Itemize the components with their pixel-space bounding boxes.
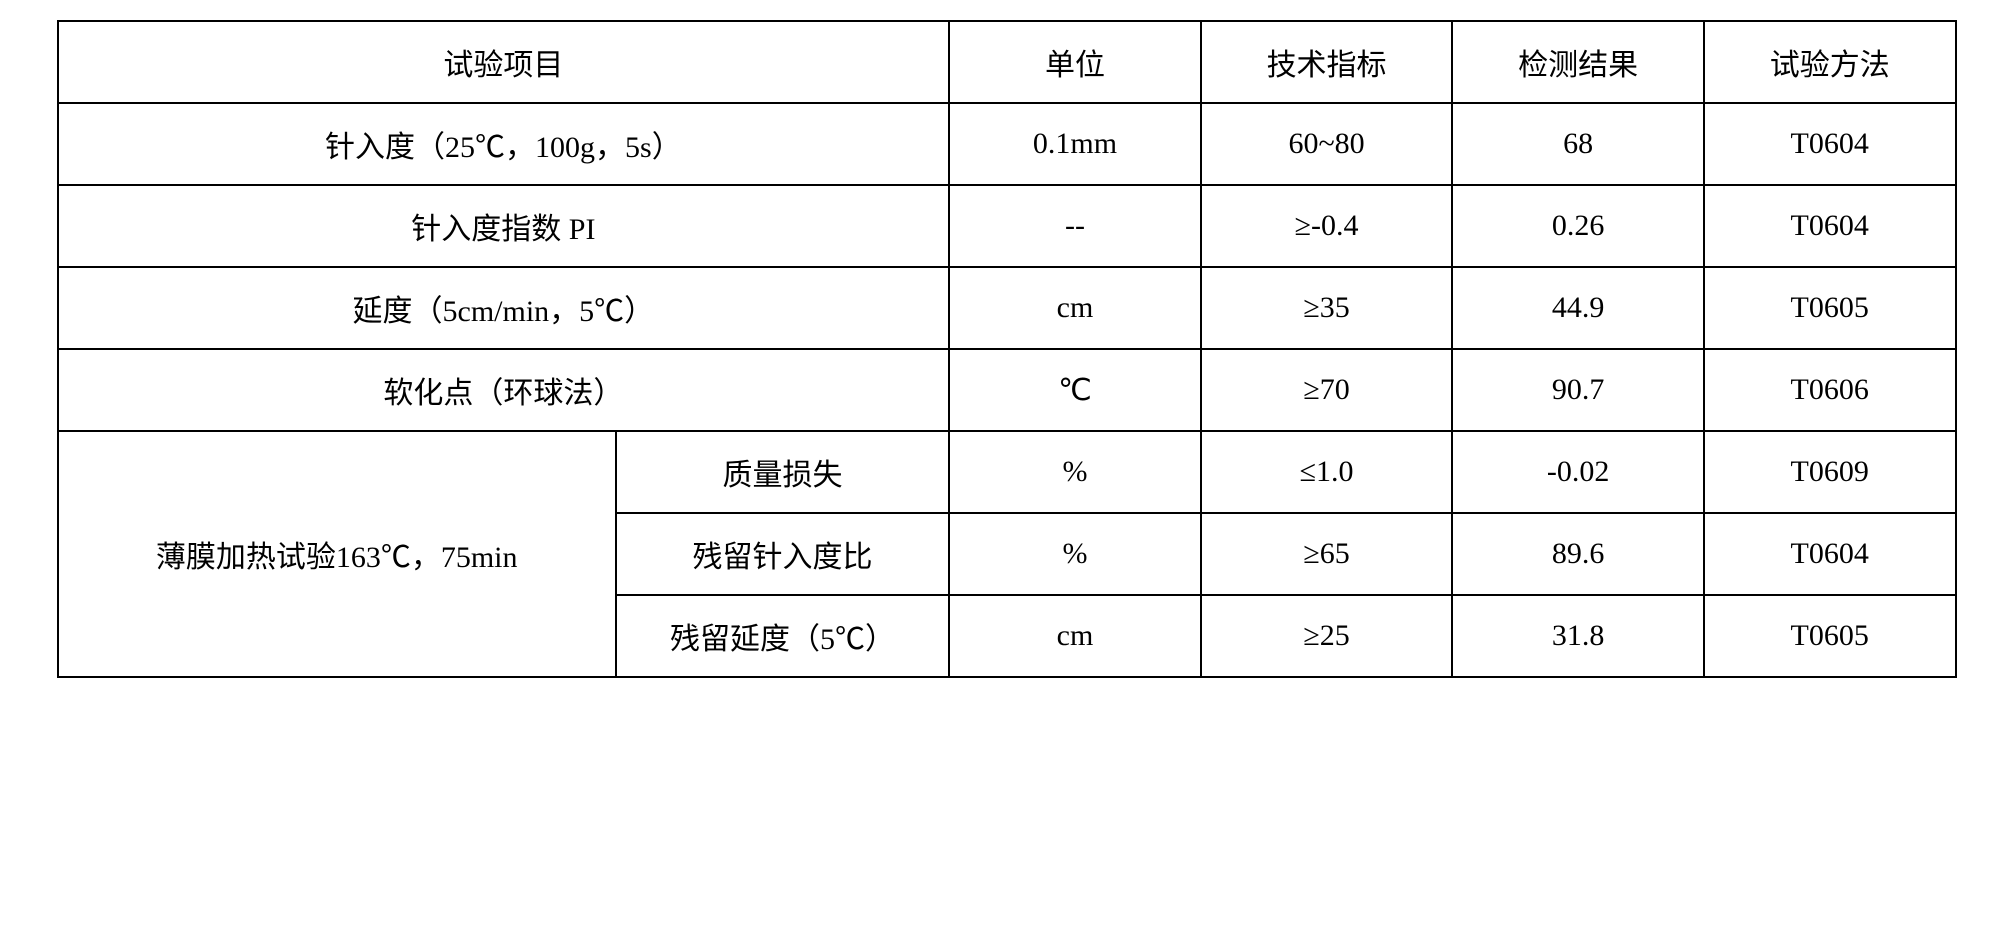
header-unit: 单位: [949, 21, 1201, 103]
cell-method: T0604: [1704, 103, 1956, 185]
cell-method: T0604: [1704, 185, 1956, 267]
cell-result: 89.6: [1452, 513, 1704, 595]
table-row: 软化点（环球法） ℃ ≥70 90.7 T0606: [58, 349, 1956, 431]
cell-spec: ≤1.0: [1201, 431, 1453, 513]
table-row: 针入度（25℃，100g，5s） 0.1mm 60~80 68 T0604: [58, 103, 1956, 185]
spec-table: 试验项目 单位 技术指标 检测结果 试验方法 针入度（25℃，100g，5s） …: [57, 20, 1957, 678]
cell-result: -0.02: [1452, 431, 1704, 513]
cell-subitem: 残留延度（5℃）: [616, 595, 949, 677]
cell-item: 软化点（环球法）: [58, 349, 950, 431]
cell-subitem: 残留针入度比: [616, 513, 949, 595]
cell-unit: cm: [949, 267, 1201, 349]
cell-spec: ≥70: [1201, 349, 1453, 431]
cell-result: 0.26: [1452, 185, 1704, 267]
cell-item: 针入度指数 PI: [58, 185, 950, 267]
cell-unit: 0.1mm: [949, 103, 1201, 185]
cell-spec: ≥25: [1201, 595, 1453, 677]
cell-unit: --: [949, 185, 1201, 267]
table-row: 针入度指数 PI -- ≥-0.4 0.26 T0604: [58, 185, 1956, 267]
cell-method: T0606: [1704, 349, 1956, 431]
header-spec: 技术指标: [1201, 21, 1453, 103]
cell-method: T0605: [1704, 595, 1956, 677]
cell-spec: 60~80: [1201, 103, 1453, 185]
cell-unit: %: [949, 431, 1201, 513]
cell-method: T0604: [1704, 513, 1956, 595]
cell-result: 31.8: [1452, 595, 1704, 677]
cell-method: T0609: [1704, 431, 1956, 513]
cell-method: T0605: [1704, 267, 1956, 349]
cell-spec: ≥35: [1201, 267, 1453, 349]
cell-subitem: 质量损失: [616, 431, 949, 513]
header-item: 试验项目: [58, 21, 950, 103]
cell-result: 68: [1452, 103, 1704, 185]
table-header-row: 试验项目 单位 技术指标 检测结果 试验方法: [58, 21, 1956, 103]
header-result: 检测结果: [1452, 21, 1704, 103]
header-method: 试验方法: [1704, 21, 1956, 103]
cell-result: 90.7: [1452, 349, 1704, 431]
cell-spec: ≥-0.4: [1201, 185, 1453, 267]
cell-group-label: 薄膜加热试验163℃，75min: [58, 431, 616, 677]
cell-spec: ≥65: [1201, 513, 1453, 595]
cell-result: 44.9: [1452, 267, 1704, 349]
table-row: 薄膜加热试验163℃，75min 质量损失 % ≤1.0 -0.02 T0609: [58, 431, 1956, 513]
cell-unit: %: [949, 513, 1201, 595]
cell-item: 针入度（25℃，100g，5s）: [58, 103, 950, 185]
cell-unit: cm: [949, 595, 1201, 677]
cell-item: 延度（5cm/min，5℃）: [58, 267, 950, 349]
cell-unit: ℃: [949, 349, 1201, 431]
table-row: 延度（5cm/min，5℃） cm ≥35 44.9 T0605: [58, 267, 1956, 349]
